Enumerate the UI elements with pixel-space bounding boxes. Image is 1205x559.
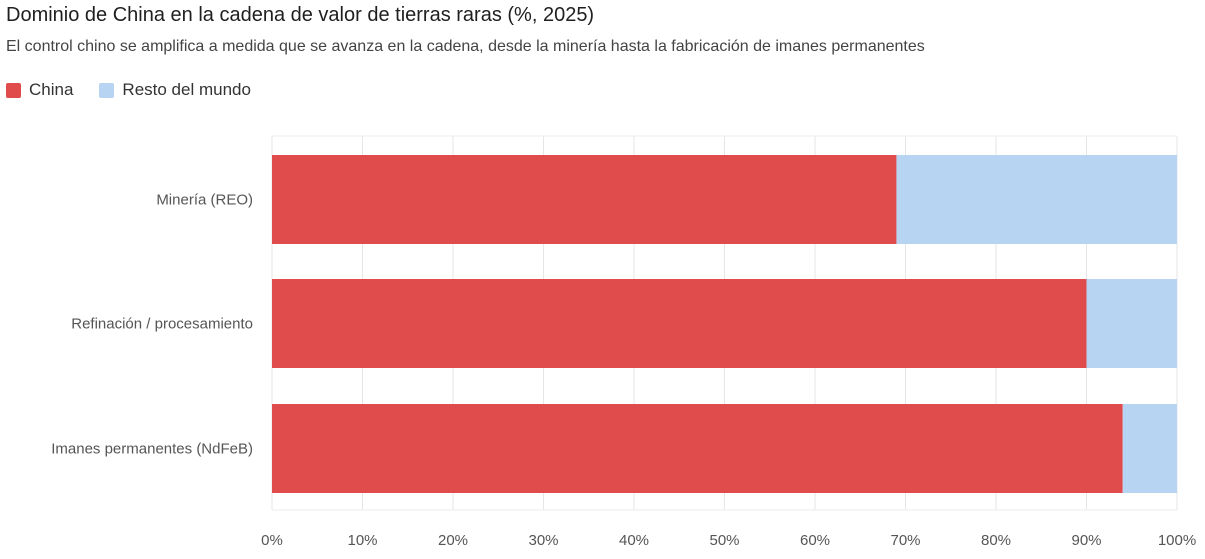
x-tick-label: 80% — [981, 532, 1011, 549]
bar-resto-del-mundo-1[interactable] — [1086, 279, 1178, 368]
x-tick-label: 60% — [800, 532, 830, 549]
x-tick-label: 0% — [261, 532, 283, 549]
category-label: Minería (REO) — [156, 192, 253, 209]
legend-swatch-china — [6, 82, 21, 98]
bar-china-1[interactable] — [272, 279, 1087, 368]
bar-china-0[interactable] — [272, 155, 897, 244]
bar-resto-del-mundo-2[interactable] — [1122, 404, 1177, 493]
bar-china-2[interactable] — [272, 404, 1123, 493]
x-tick-label: 20% — [438, 532, 468, 549]
category-labels: Minería (REO) Refinación / procesamiento I… — [51, 192, 253, 458]
legend-item-resto-del-mundo[interactable]: Resto del mundo — [99, 80, 251, 100]
x-tick-label: 70% — [890, 532, 920, 549]
category-label: Refinación / procesamiento — [71, 316, 253, 333]
x-tick-label: 100% — [1158, 532, 1196, 549]
x-axis-tick-labels: 0% 10% 20% 30% 40% 50% 60% 70% 80% 90% 100% — [261, 532, 1196, 549]
legend-label-resto-del-mundo: Resto del mundo — [122, 80, 251, 99]
x-tick-label: 30% — [528, 532, 558, 549]
category-label: Imanes permanentes (NdFeB) — [51, 441, 253, 458]
bars — [272, 155, 1177, 493]
legend-item-china[interactable]: China — [6, 80, 73, 100]
bar-resto-del-mundo-0[interactable] — [896, 155, 1177, 244]
chart-subtitle: El control chino se amplifica a medida q… — [6, 38, 925, 55]
legend-label-china: China — [29, 80, 74, 99]
legend: China Resto del mundo — [6, 80, 277, 100]
chart-title: Dominio de China en la cadena de valor d… — [6, 4, 595, 26]
x-tick-label: 10% — [347, 532, 377, 549]
x-tick-label: 90% — [1071, 532, 1101, 549]
legend-swatch-resto-del-mundo — [99, 82, 115, 98]
x-tick-label: 50% — [709, 532, 739, 549]
x-tick-label: 40% — [619, 532, 649, 549]
